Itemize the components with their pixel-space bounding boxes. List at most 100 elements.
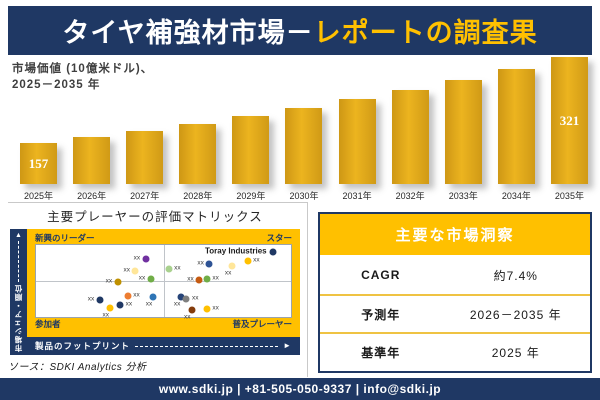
source-note: ソース：SDKI Analytics 分析 — [8, 362, 147, 373]
quadrant-label-participants: 参加者 — [35, 319, 61, 329]
bar-column: 2028年 — [179, 124, 217, 201]
insights-table-body: CAGR 約7.4% 予測年 2026－2035 年基準年 2025 年 — [320, 257, 590, 371]
scatter-point-label: xx — [145, 300, 153, 308]
matrix-top-labels: 新興のリーダー スター — [27, 229, 300, 244]
scatter-point-label: xx — [133, 291, 140, 299]
bar-column: 2026年 — [73, 137, 111, 201]
scatter-point: xx — [203, 305, 219, 313]
bar-year-label: 2030年 — [289, 191, 319, 201]
bar-year-label: 2035年 — [554, 191, 584, 201]
scatter-point: xx — [139, 275, 155, 283]
insights-row-value: 2025 年 — [491, 346, 540, 361]
scatter-point: xx — [123, 267, 139, 275]
y-axis-dashed-line — [18, 241, 19, 282]
axis-label-line2: 2025－2035 年 — [12, 79, 101, 92]
bar — [444, 80, 482, 184]
scatter-point: xx — [225, 262, 236, 276]
scatter-point-company-label: Toray Industries — [204, 246, 267, 256]
scatter-point-label: xx — [133, 254, 141, 262]
bar: 321 — [550, 57, 588, 184]
x-axis-dashed-line — [135, 345, 279, 347]
report-title-findings: レポートの調査果 — [313, 18, 538, 48]
scatter-point-label: xx — [184, 313, 191, 321]
report-title-banner: タイヤ補強材市場－ レポートの調査果 — [8, 6, 592, 55]
scatter-point-label: xx — [123, 266, 130, 274]
scatter-point-label: xx — [138, 274, 146, 282]
insights-table-row: 基準年 2025 年 — [320, 332, 590, 371]
bar-year-label: 2034年 — [501, 191, 531, 201]
y-axis-label: 市場シェア・順位 — [14, 284, 23, 352]
scatter-point-label: xx — [102, 311, 109, 319]
up-arrow-icon: ▲ — [15, 232, 22, 239]
bar-chart-bars: 157 2025年 2026年 2027年 2028年 2029年 2030年 2031年 20… — [20, 57, 588, 201]
scatter-point-label: xx — [105, 277, 113, 285]
bar-year-label: 2033年 — [448, 191, 478, 201]
bar-column: 321 2035年 — [550, 57, 588, 201]
contact-footer-bar: www.sdki.jp | +81-505-050-9337 | info@sd… — [0, 378, 600, 400]
scatter-point: xx — [244, 257, 260, 265]
matrix-y-axis: ▲ 市場シェア・順位 — [10, 229, 27, 355]
matrix-bottom-labels: 参加者 普及プレーヤー — [35, 318, 292, 330]
scatter-point: xx — [174, 293, 185, 307]
scatter-point: xx — [134, 255, 150, 263]
insights-row-value: 2026－2035 年 — [469, 307, 562, 322]
bar — [179, 124, 217, 184]
scatter-point: xx — [146, 293, 157, 307]
player-evaluation-matrix: ▲ 市場シェア・順位 新興のリーダー スター xx xx xx xx xx xx xx xx x… — [10, 229, 300, 355]
bar-year-label: 2028年 — [183, 191, 213, 201]
quadrant-label-star: スター — [266, 233, 292, 243]
scatter-point: xx — [116, 301, 132, 309]
x-axis-label: 製品のフットプリント — [35, 341, 131, 351]
quadrant-label-emerging-leaders: 新興のリーダー — [35, 233, 95, 243]
bar-column: 2032年 — [391, 90, 429, 201]
bar — [338, 99, 376, 184]
scatter-point-label: xx — [173, 300, 181, 308]
bar-year-label: 2025年 — [23, 191, 54, 201]
quadrant-label-pervasive-players: 普及プレーヤー — [232, 319, 292, 329]
insights-table-row: 予測年 2026－2035 年 — [320, 293, 590, 333]
bar — [126, 131, 164, 184]
scatter-point: xx — [182, 295, 198, 303]
scatter-point: xx — [165, 265, 181, 273]
scatter-point: xx — [102, 304, 114, 318]
bar — [232, 116, 270, 184]
scatter-point-label: xx — [212, 274, 219, 282]
bar — [497, 69, 535, 184]
bar-column: 2030年 — [285, 108, 323, 201]
scatter-point: xx — [187, 276, 203, 284]
scatter-point-label: xx — [187, 275, 194, 283]
bar: 157 — [20, 143, 57, 184]
scatter-point-label: xx — [253, 256, 260, 264]
bar-year-label: 2031年 — [342, 191, 372, 201]
bar — [285, 108, 323, 184]
scatter-point: xx — [88, 296, 104, 304]
bar-column: 2031年 — [338, 99, 376, 201]
scatter-point: xx — [184, 306, 196, 320]
bar-value-label: 321 — [559, 112, 580, 128]
scatter-point-label: xx — [212, 304, 219, 312]
scatter-point: xx — [124, 292, 140, 300]
scatter-point-label: xx — [174, 264, 181, 272]
scatter-point: xx — [106, 278, 122, 286]
bar-year-label: 2032年 — [395, 191, 425, 201]
bar-year-label: 2029年 — [236, 191, 266, 201]
insights-table-header: 主要な市場洞察 — [320, 214, 590, 257]
bar-column: 2033年 — [444, 80, 482, 201]
bar — [391, 90, 429, 184]
vertical-divider — [307, 202, 308, 377]
bar-chart-axis-label: 市場価値 (10億米ドル)、 2025－2035 年 — [12, 61, 153, 93]
bar-year-label: 2027年 — [130, 191, 160, 201]
report-title-market: タイヤ補強材市場－ — [62, 18, 314, 48]
insights-row-label: 予測年 — [361, 307, 401, 322]
insights-row-label: CAGR — [361, 268, 401, 283]
scatter-point: xx — [197, 260, 213, 268]
bar — [73, 137, 111, 184]
matrix-frame: 新興のリーダー スター xx xx xx xx xx xx xx xx xx Toray Indu… — [27, 229, 300, 337]
insights-row-label: 基準年 — [361, 346, 401, 361]
scatter-point-label: xx — [191, 294, 199, 302]
insights-row-value: 約7.4% — [493, 268, 538, 283]
market-insights-table: 主要な市場洞察 CAGR 約7.4% 予測年 2026－2035 年基準年 2025 年 — [318, 212, 592, 373]
matrix-x-axis: 製品のフットプリント ► — [27, 337, 300, 355]
scatter-point-label: xx — [87, 295, 95, 303]
scatter-point-label: xx — [224, 269, 232, 277]
